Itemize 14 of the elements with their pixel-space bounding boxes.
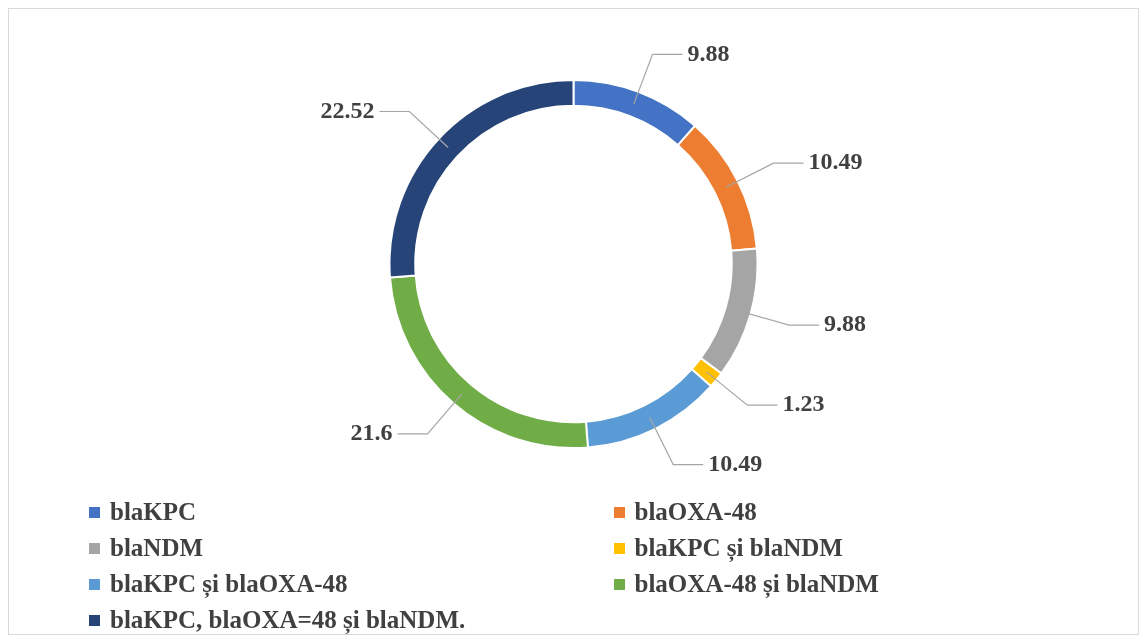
data-label: 21.6: [350, 419, 393, 446]
legend-label: blaNDM: [110, 534, 204, 562]
legend-label: blaKPC: [110, 498, 197, 526]
legend-label: blaKPC și blaOXA-48: [110, 570, 348, 598]
legend-label: blaOXA-48 și blaNDM: [634, 570, 879, 598]
legend-label: blaOXA-48: [634, 498, 757, 526]
legend-label: blaKPC, blaOXA=48 și blaNDM.: [110, 606, 466, 634]
data-label: 10.49: [808, 148, 863, 175]
legend-label: blaKPC și blaNDM: [634, 534, 843, 562]
data-label: 22.52: [320, 96, 375, 123]
data-label: 9.88: [687, 39, 730, 66]
data-label: 1.23: [782, 390, 825, 417]
data-label: 9.88: [824, 310, 866, 337]
data-label: 10.49: [708, 449, 763, 476]
